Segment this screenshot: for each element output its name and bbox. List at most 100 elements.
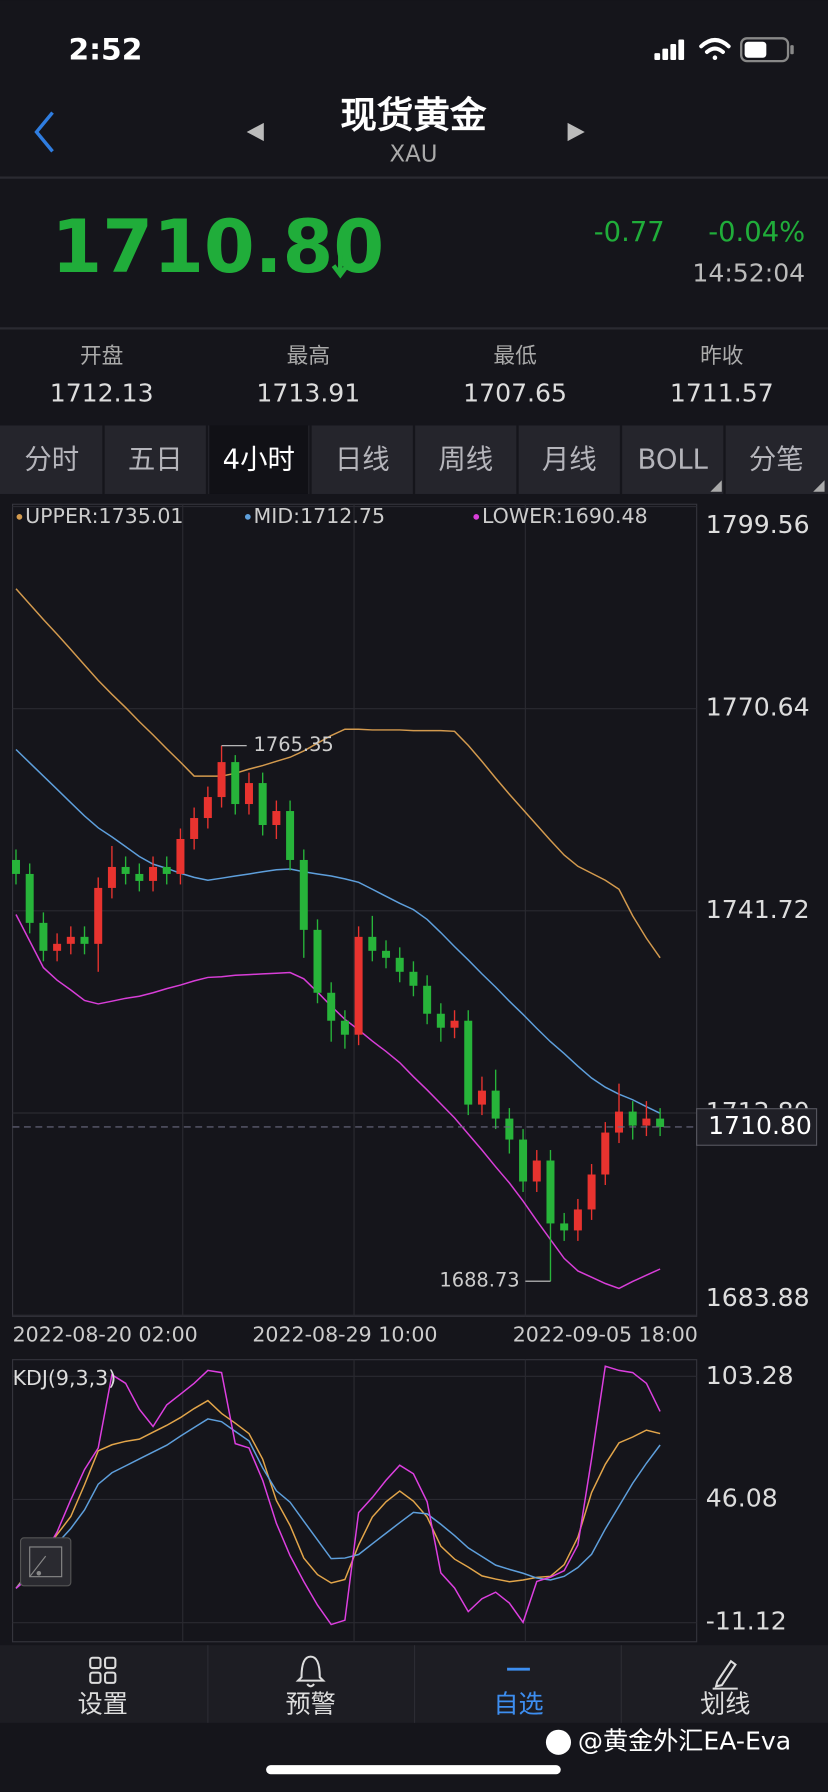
series-line bbox=[15, 748, 661, 1115]
tab-active-bg bbox=[209, 425, 309, 494]
stat-value: 1713.91 bbox=[256, 379, 360, 408]
battery-icon bbox=[740, 37, 794, 63]
series-line bbox=[15, 588, 661, 959]
price: 1710.80 bbox=[51, 205, 384, 290]
next-button[interactable] bbox=[567, 122, 585, 142]
candle-body bbox=[464, 1020, 473, 1105]
nav-item[interactable]: 预警 bbox=[286, 1690, 336, 1719]
nav-item[interactable]: 划线 bbox=[700, 1690, 750, 1719]
candle-body bbox=[505, 1118, 514, 1140]
tab[interactable]: 月线 bbox=[542, 444, 597, 475]
y-tick-label: 103.28 bbox=[706, 1361, 794, 1390]
back-button[interactable] bbox=[34, 111, 54, 153]
candle-body bbox=[107, 866, 116, 888]
stat-label: 最高 bbox=[287, 344, 330, 369]
draw-tool-icon[interactable] bbox=[19, 1537, 72, 1587]
candle-body bbox=[519, 1139, 528, 1182]
x-tick-label: 2022-08-29 10:00 bbox=[252, 1323, 437, 1347]
candle-body bbox=[573, 1209, 582, 1231]
signal-icon bbox=[654, 39, 685, 61]
stat-label: 开盘 bbox=[80, 344, 123, 369]
y-tick-label: -11.12 bbox=[706, 1606, 787, 1635]
wifi-icon bbox=[699, 38, 731, 61]
home-indicator bbox=[266, 1765, 561, 1775]
stat-value: 1707.65 bbox=[463, 379, 567, 408]
candle-body bbox=[217, 762, 226, 798]
legend-label: UPPER:1735.01 bbox=[25, 504, 183, 528]
prev-button[interactable] bbox=[246, 122, 264, 142]
nav-item[interactable]: 设置 bbox=[78, 1690, 128, 1719]
tab[interactable]: 分笔 bbox=[749, 444, 804, 475]
kdj-title: KDJ(9,3,3) bbox=[13, 1366, 117, 1390]
x-tick-label: 2022-09-05 18:00 bbox=[513, 1323, 698, 1347]
candle-body bbox=[615, 1111, 623, 1133]
series-line bbox=[15, 1418, 661, 1589]
tab[interactable]: 4小时 bbox=[223, 444, 295, 475]
candle-body bbox=[121, 866, 130, 874]
candle-body bbox=[176, 838, 185, 874]
candle-body bbox=[135, 873, 144, 881]
candle-body bbox=[286, 811, 295, 860]
candle-body bbox=[39, 922, 48, 951]
legend-label: LOWER:1690.48 bbox=[482, 504, 648, 528]
subtitle: XAU bbox=[389, 141, 437, 167]
candle-body bbox=[299, 859, 308, 930]
candle-body bbox=[80, 936, 89, 944]
tab[interactable]: 分时 bbox=[24, 444, 79, 475]
nav-dividers bbox=[207, 1645, 622, 1723]
change: -0.77 bbox=[594, 217, 665, 248]
stat-label: 昨收 bbox=[700, 344, 743, 369]
last-price-box bbox=[696, 1108, 818, 1146]
candle-body bbox=[313, 929, 322, 993]
candle-body bbox=[94, 887, 103, 944]
tab[interactable]: BOLL bbox=[638, 444, 709, 475]
candle-body bbox=[491, 1090, 500, 1119]
legend-dot bbox=[473, 513, 480, 520]
candle-body bbox=[436, 1013, 445, 1028]
series-line bbox=[15, 1365, 661, 1626]
series-line bbox=[15, 914, 661, 1290]
x-tick-label: 2022-08-20 02:00 bbox=[13, 1323, 198, 1347]
candle-body bbox=[628, 1111, 637, 1126]
stat-value: 1711.57 bbox=[670, 379, 774, 408]
y-tick-label: 1770.64 bbox=[706, 693, 810, 722]
y-tick-label: 1741.72 bbox=[706, 895, 810, 924]
nav-icon-alert bbox=[295, 1655, 326, 1688]
series-line bbox=[15, 1399, 661, 1589]
tab[interactable]: 周线 bbox=[438, 444, 493, 475]
quote-time: 14:52:04 bbox=[692, 259, 805, 288]
change-pct: -0.04% bbox=[708, 217, 805, 248]
candle-body bbox=[272, 811, 281, 826]
stat-label: 最低 bbox=[493, 344, 536, 369]
watermark: @黄金外汇EA-Eva bbox=[578, 1726, 791, 1755]
candle-body bbox=[368, 936, 377, 951]
candle-body bbox=[231, 762, 240, 805]
candle-body bbox=[66, 936, 75, 944]
candle-body bbox=[532, 1160, 541, 1182]
watermark-icon bbox=[545, 1729, 572, 1755]
candle-body bbox=[203, 797, 212, 819]
candle-body bbox=[162, 866, 171, 874]
tab[interactable]: 日线 bbox=[335, 444, 390, 475]
nav-icon-settings bbox=[89, 1656, 117, 1684]
stat-value: 1712.13 bbox=[50, 379, 154, 408]
nav-item[interactable]: 自选 bbox=[493, 1690, 543, 1719]
candle-body bbox=[327, 992, 336, 1021]
tabs: 分时 五日 4小时 日线 周线 月线 BOLL 分笔 bbox=[24, 425, 804, 494]
annotation: 1765.35 bbox=[254, 733, 334, 756]
candle-body bbox=[409, 971, 418, 986]
candle-body bbox=[382, 950, 391, 958]
tab[interactable]: 五日 bbox=[128, 444, 183, 475]
y-tick-label: 1683.88 bbox=[706, 1283, 810, 1312]
candle-body bbox=[601, 1132, 610, 1175]
nav: 设置 预警 自选 划线 bbox=[78, 1690, 751, 1719]
candle-body bbox=[423, 985, 432, 1014]
candle-body bbox=[190, 818, 199, 839]
candle-body bbox=[642, 1118, 651, 1126]
legend-dot bbox=[16, 513, 23, 520]
candle-body bbox=[560, 1223, 569, 1231]
candle-body bbox=[244, 783, 253, 805]
annotation: 1688.73 bbox=[439, 1269, 519, 1292]
